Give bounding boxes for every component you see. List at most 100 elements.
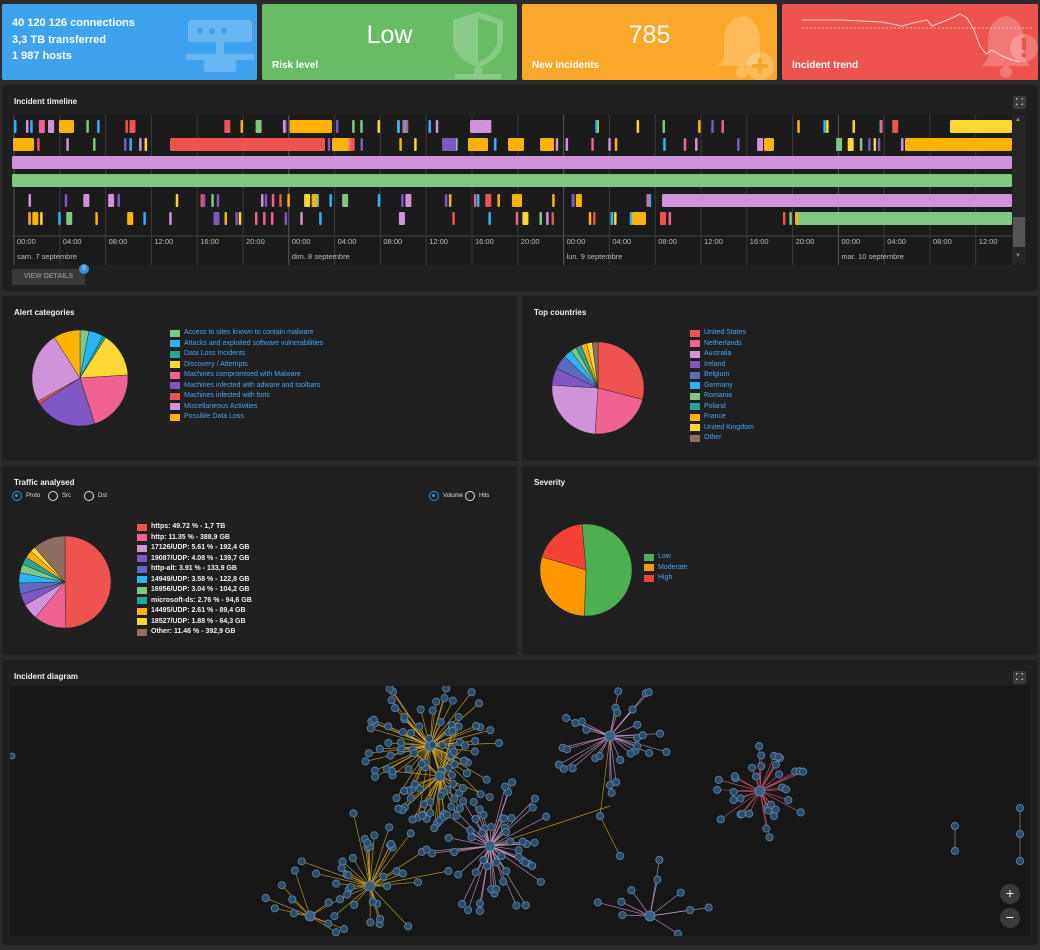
graph-node[interactable] <box>336 895 345 904</box>
timeline-incident[interactable] <box>485 120 492 133</box>
graph-node[interactable] <box>448 779 457 788</box>
timeline-incident[interactable] <box>540 138 554 151</box>
graph-node[interactable] <box>674 929 683 936</box>
graph-node[interactable] <box>387 839 396 848</box>
legend-item[interactable]: Attacks and exploited software vulnerabi… <box>170 339 323 350</box>
timeline-incident[interactable] <box>950 120 1012 133</box>
graph-node[interactable] <box>626 749 635 758</box>
timeline-incident[interactable] <box>377 120 381 133</box>
timeline-incident[interactable] <box>240 120 244 133</box>
timeline-incident[interactable] <box>488 212 491 225</box>
alert-category-slice-4[interactable] <box>79 374 128 424</box>
timeline-incident[interactable] <box>663 138 666 151</box>
timeline-incident[interactable] <box>213 212 220 225</box>
trend-tile[interactable]: Incident trend <box>782 4 1038 80</box>
timeline-incident[interactable] <box>329 194 332 207</box>
legend-item[interactable]: Data Loss Incidents <box>170 349 323 360</box>
timeline-incident[interactable] <box>143 212 146 225</box>
timeline-incident[interactable] <box>401 194 404 207</box>
timeline-incident[interactable] <box>97 120 100 133</box>
timeline-incident[interactable] <box>348 138 352 151</box>
graph-node[interactable] <box>379 872 388 881</box>
timeline-incident[interactable] <box>342 194 349 207</box>
graph-node[interactable] <box>507 813 516 822</box>
timeline-incident[interactable] <box>797 120 800 133</box>
graph-node[interactable] <box>796 808 805 817</box>
graph-node[interactable] <box>375 744 384 753</box>
graph-node[interactable] <box>386 751 395 760</box>
graph-node[interactable] <box>457 899 466 908</box>
graph-node[interactable] <box>775 770 784 779</box>
timeline-incident[interactable] <box>588 212 592 225</box>
timeline-incident[interactable] <box>575 194 582 207</box>
timeline-incident[interactable] <box>721 120 724 133</box>
graph-node[interactable] <box>645 748 654 757</box>
graph-node[interactable] <box>502 867 511 876</box>
graph-node[interactable] <box>449 747 458 756</box>
timeline-incident[interactable] <box>58 212 61 225</box>
graph-node[interactable] <box>350 900 359 909</box>
graph-node[interactable] <box>518 837 527 846</box>
timeline-incident[interactable] <box>360 120 363 133</box>
graph-node[interactable] <box>398 869 407 878</box>
view-details-button[interactable]: VIEW DETAILS <box>12 269 85 285</box>
graph-node[interactable] <box>366 918 375 927</box>
graph-node[interactable] <box>951 846 960 855</box>
timeline-incident[interactable] <box>497 194 500 207</box>
legend-item[interactable]: 17126/UDP: 5.61 % - 192,4 GB <box>137 543 252 554</box>
timeline-incident[interactable] <box>12 156 1012 169</box>
legend-item[interactable]: Machines compromised with Malware <box>170 370 323 381</box>
radio-hits[interactable]: Hits <box>465 491 489 501</box>
timeline-incident[interactable] <box>129 138 132 151</box>
graph-node[interactable] <box>536 877 545 886</box>
timeline-incident[interactable] <box>668 212 672 225</box>
graph-node[interactable] <box>330 912 339 921</box>
graph-node[interactable] <box>454 870 463 879</box>
graph-node[interactable] <box>459 784 468 793</box>
traffic-pie[interactable] <box>19 536 111 628</box>
graph-node[interactable] <box>414 878 423 887</box>
graph-node[interactable] <box>596 812 605 821</box>
graph-node[interactable] <box>633 742 642 751</box>
risk-tile[interactable]: Low Risk level <box>262 4 517 80</box>
timeline-incident[interactable] <box>398 212 405 225</box>
graph-node[interactable] <box>443 810 452 819</box>
graph-node[interactable] <box>455 804 464 813</box>
timeline-incident[interactable] <box>271 194 275 207</box>
timeline-incident[interactable] <box>591 138 594 151</box>
timeline-incident[interactable] <box>877 138 881 151</box>
legend-item[interactable]: 14949/UDP: 3.58 % - 122,8 GB <box>137 575 252 586</box>
timeline-incident[interactable] <box>202 194 206 207</box>
graph-node[interactable] <box>297 857 306 866</box>
legend-item[interactable]: Machines infected with adware and toolba… <box>170 381 323 392</box>
legend-item[interactable]: Poland <box>690 402 754 413</box>
legend-item[interactable]: Discovery / Attempts <box>170 360 323 371</box>
radio-src[interactable]: Src <box>48 491 71 501</box>
timeline-incident[interactable] <box>476 194 480 207</box>
timeline-incident[interactable] <box>144 138 148 151</box>
legend-item[interactable]: 18527/UDP: 1.88 % - 64,3 GB <box>137 617 252 628</box>
graph-node[interactable] <box>400 712 409 721</box>
timeline-incident[interactable] <box>254 212 258 225</box>
graph-node[interactable] <box>385 686 394 693</box>
timeline-incident[interactable] <box>14 138 34 151</box>
graph-node[interactable] <box>384 738 393 747</box>
graph-node[interactable] <box>577 717 586 726</box>
legend-item[interactable]: Moderate <box>644 563 688 574</box>
graph-node[interactable] <box>485 792 494 801</box>
timeline-incident[interactable] <box>238 212 242 225</box>
radio-circle[interactable] <box>12 491 22 501</box>
timeline-incident[interactable] <box>169 212 172 225</box>
timeline-scrollbar-thumb[interactable] <box>1013 217 1025 247</box>
graph-node[interactable] <box>495 739 504 748</box>
graph-node[interactable] <box>270 904 279 913</box>
graph-node[interactable] <box>290 866 299 875</box>
timeline-scrollbar[interactable]: ▲ ▼ <box>1012 115 1026 265</box>
graph-node[interactable] <box>385 823 394 832</box>
graph-node[interactable] <box>400 786 409 795</box>
graph-node[interactable] <box>428 849 437 858</box>
timeline-incident[interactable] <box>405 194 412 207</box>
graph-node[interactable] <box>499 814 508 823</box>
graph-node[interactable] <box>422 845 431 854</box>
timeline-incident[interactable] <box>662 194 1012 207</box>
